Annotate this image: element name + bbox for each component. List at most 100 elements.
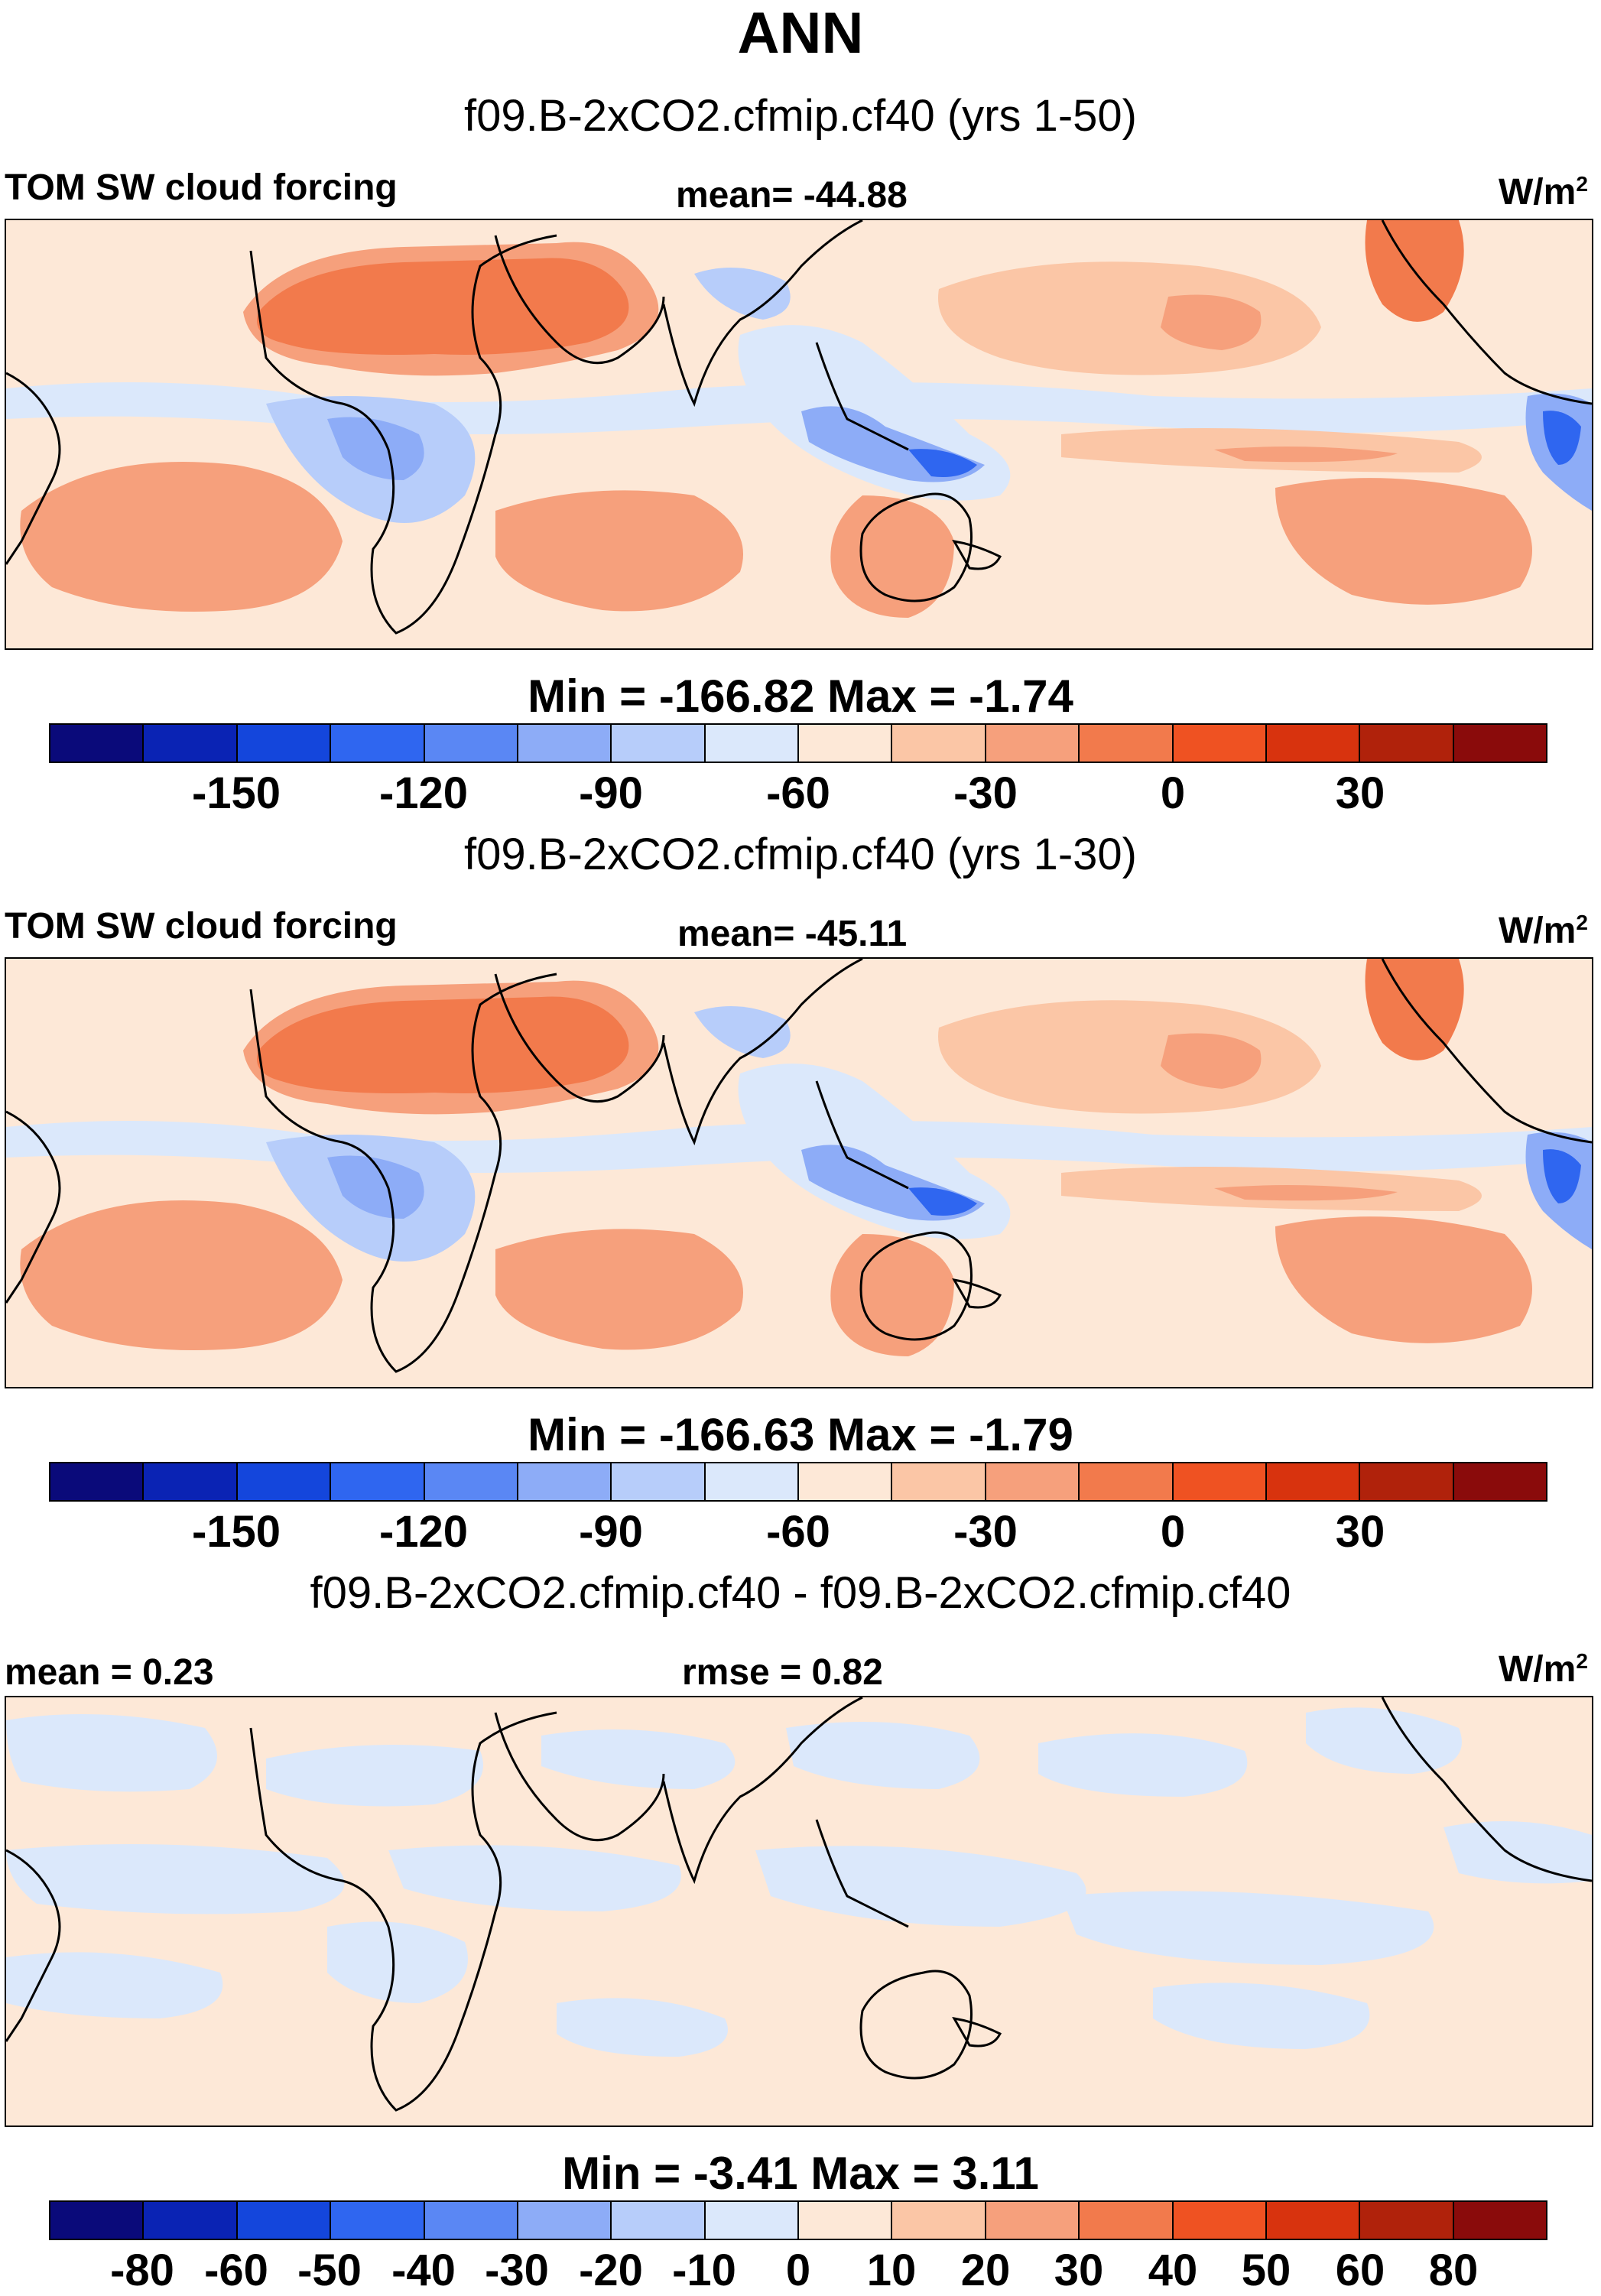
colorbar-box bbox=[237, 2202, 332, 2239]
colorbar-box bbox=[892, 1463, 986, 1500]
panel3-colorbar-tick: 20 bbox=[960, 2246, 1011, 2295]
figure-title: ANN bbox=[737, 1, 864, 66]
panel3-colorbar-tick: 0 bbox=[785, 2246, 811, 2295]
colorbar-box bbox=[1266, 2202, 1361, 2239]
panel3-colorbar-tick: 10 bbox=[866, 2246, 917, 2295]
panel3-colorbar-tick: -50 bbox=[297, 2246, 362, 2295]
panel2-colorbar bbox=[49, 1462, 1547, 1502]
colorbar-box bbox=[1360, 1463, 1454, 1500]
colorbar-box bbox=[705, 2202, 799, 2239]
panel2-colorbar-tick: 0 bbox=[1160, 1507, 1186, 1557]
colorbar-box bbox=[986, 1463, 1080, 1500]
panel1-colorbar bbox=[49, 723, 1547, 763]
colorbar-box bbox=[799, 725, 893, 762]
colorbar-box bbox=[237, 1463, 332, 1500]
panel3-colorbar-tick: 80 bbox=[1428, 2246, 1479, 2295]
colorbar-box bbox=[1173, 1463, 1267, 1500]
colorbar-box bbox=[144, 725, 238, 762]
colorbar-box bbox=[799, 1463, 893, 1500]
colorbar-box bbox=[331, 2202, 425, 2239]
colorbar-box bbox=[1453, 1463, 1546, 1500]
colorbar-box bbox=[986, 2202, 1080, 2239]
colorbar-box bbox=[50, 725, 145, 762]
panel2-colorbar-tick: -150 bbox=[191, 1507, 281, 1557]
panel1-colorbar-tick: 30 bbox=[1335, 768, 1385, 818]
panel1-mean-label: mean= -44.88 bbox=[676, 175, 908, 216]
panel1-colorbar-tick: 0 bbox=[1160, 768, 1186, 818]
colorbar-box bbox=[1080, 2202, 1174, 2239]
panel3-field-svg bbox=[6, 1697, 1592, 2126]
panel2-variable-label: TOM SW cloud forcing bbox=[5, 906, 398, 947]
colorbar-box bbox=[424, 1463, 518, 1500]
colorbar-box bbox=[1080, 1463, 1174, 1500]
panel1-units-label: W/m2 bbox=[1499, 172, 1588, 213]
colorbar-box bbox=[518, 1463, 612, 1500]
colorbar-box bbox=[612, 1463, 706, 1500]
colorbar-box bbox=[50, 1463, 145, 1500]
colorbar-box bbox=[1173, 725, 1267, 762]
colorbar-box bbox=[518, 725, 612, 762]
panel2-units-label: W/m2 bbox=[1499, 911, 1588, 951]
panel3-units-label: W/m2 bbox=[1499, 1649, 1588, 1690]
panel1-colorbar-tick: -90 bbox=[579, 768, 643, 818]
colorbar-box bbox=[892, 725, 986, 762]
colorbar-box bbox=[144, 2202, 238, 2239]
panel1-colorbar-tick: -30 bbox=[953, 768, 1018, 818]
colorbar-box bbox=[1453, 2202, 1546, 2239]
colorbar-box bbox=[331, 725, 425, 762]
panel2-colorbar-tick: -30 bbox=[953, 1507, 1018, 1557]
colorbar-box bbox=[1080, 725, 1174, 762]
panel3-colorbar-tick: 30 bbox=[1054, 2246, 1104, 2295]
panel2-colorbar-tick: -90 bbox=[579, 1507, 643, 1557]
colorbar-box bbox=[424, 2202, 518, 2239]
panel3-colorbar-tick: -20 bbox=[579, 2246, 643, 2295]
panel1-colorbar-tick: -60 bbox=[766, 768, 830, 818]
panel3-colorbar-tick: -60 bbox=[204, 2246, 268, 2295]
colorbar-box bbox=[1266, 725, 1361, 762]
panel3-mean-label: mean = 0.23 bbox=[5, 1652, 214, 1693]
panel1-map bbox=[5, 219, 1593, 650]
colorbar-box bbox=[986, 725, 1080, 762]
panel1-case-title: f09.B-2xCO2.cfmip.cf40 (yrs 1-50) bbox=[464, 91, 1137, 141]
panel3-minmax: Min = -3.41 Max = 3.11 bbox=[562, 2148, 1039, 2199]
colorbar-box bbox=[1360, 725, 1454, 762]
colorbar-box bbox=[892, 2202, 986, 2239]
panel2-colorbar-tick: -60 bbox=[766, 1507, 830, 1557]
colorbar-box bbox=[799, 2202, 893, 2239]
panel3-rmse-label: rmse = 0.82 bbox=[682, 1652, 883, 1693]
colorbar-box bbox=[705, 725, 799, 762]
panel3-map bbox=[5, 1696, 1593, 2127]
panel3-colorbar-tick: -40 bbox=[391, 2246, 456, 2295]
panel2-map bbox=[5, 957, 1593, 1388]
panel3-colorbar-tick: -80 bbox=[110, 2246, 174, 2295]
panel3-colorbar-tick: -10 bbox=[672, 2246, 736, 2295]
colorbar-box bbox=[424, 725, 518, 762]
colorbar-box bbox=[1173, 2202, 1267, 2239]
colorbar-box bbox=[612, 2202, 706, 2239]
panel1-variable-label: TOM SW cloud forcing bbox=[5, 167, 398, 208]
colorbar-box bbox=[1266, 1463, 1361, 1500]
colorbar-box bbox=[144, 1463, 238, 1500]
panel3-colorbar-tick: 50 bbox=[1241, 2246, 1291, 2295]
panel2-colorbar-tick: 30 bbox=[1335, 1507, 1385, 1557]
panel1-field-svg bbox=[6, 220, 1592, 648]
panel1-minmax: Min = -166.82 Max = -1.74 bbox=[528, 671, 1073, 722]
panel3-colorbar-tick: 60 bbox=[1335, 2246, 1385, 2295]
panel3-colorbar bbox=[49, 2200, 1547, 2240]
panel2-case-title: f09.B-2xCO2.cfmip.cf40 (yrs 1-30) bbox=[464, 830, 1137, 879]
colorbar-box bbox=[331, 1463, 425, 1500]
panel3-colorbar-tick: -30 bbox=[485, 2246, 549, 2295]
colorbar-box bbox=[237, 725, 332, 762]
colorbar-box bbox=[612, 725, 706, 762]
panel3-case-title: f09.B-2xCO2.cfmip.cf40 - f09.B-2xCO2.cfm… bbox=[310, 1568, 1291, 1618]
colorbar-box bbox=[705, 1463, 799, 1500]
panel1-colorbar-tick: -120 bbox=[378, 768, 469, 818]
colorbar-box bbox=[518, 2202, 612, 2239]
panel1-colorbar-tick: -150 bbox=[191, 768, 281, 818]
panel3-colorbar-tick: 40 bbox=[1148, 2246, 1198, 2295]
panel2-colorbar-tick: -120 bbox=[378, 1507, 469, 1557]
colorbar-box bbox=[50, 2202, 145, 2239]
colorbar-box bbox=[1360, 2202, 1454, 2239]
panel2-minmax: Min = -166.63 Max = -1.79 bbox=[528, 1409, 1073, 1460]
colorbar-box bbox=[1453, 725, 1546, 762]
